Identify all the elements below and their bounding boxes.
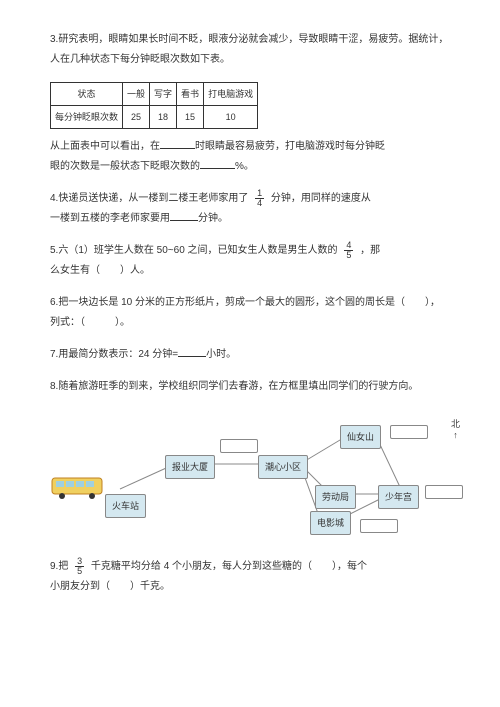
q7-b: 小时。 (206, 349, 236, 360)
node-xiannu: 仙女山 (340, 425, 381, 449)
question-8: 8.随着旅游旺季的到来，学校组织同学们去春游，在方框里填出同学们的行驶方向。 (50, 377, 450, 397)
th-read: 看书 (177, 83, 204, 106)
north-label: 北↑ (451, 419, 460, 441)
th-state: 状态 (51, 83, 123, 106)
tr-write: 18 (150, 106, 177, 129)
q3-f4: %。 (235, 161, 254, 172)
th-write: 写字 (150, 83, 177, 106)
node-baoye: 报业大厦 (165, 455, 215, 479)
q3-f2: 时眼睛最容易疲劳，打电脑游戏时每分钟眨 (195, 141, 385, 152)
blink-table: 状态 一般 写字 看书 打电脑游戏 每分钟眨眼次数 25 18 15 10 (50, 82, 258, 129)
blank-2[interactable] (200, 157, 235, 169)
q9-c: 小朋友分到（ ）千克。 (50, 581, 170, 592)
question-5: 5.六（1）班学生人数在 50~60 之间，已知女生人数是男生人数的 45 ，那… (50, 241, 450, 281)
blank-box-2[interactable] (390, 425, 428, 439)
blank-box-3[interactable] (360, 519, 398, 533)
q3-intro: 3.研究表明，眼睛如果长时间不眨，眼液分泌就会减少，导致眼睛干涩，易疲劳。据统计… (50, 34, 448, 65)
frac-3-5: 35 (75, 557, 84, 576)
tr-read: 15 (177, 106, 204, 129)
q4-c: 一楼到五楼的李老师家要用 (50, 213, 170, 224)
frac-1-4: 14 (255, 189, 264, 208)
question-3: 3.研究表明，眼睛如果长时间不眨，眼液分泌就会减少，导致眼睛干涩，易疲劳。据统计… (50, 30, 450, 70)
tr-label: 每分钟眨眼次数 (51, 106, 123, 129)
question-4: 4.快递员送快递，从一楼到二楼王老师家用了 14 分钟，用同样的速度从 一楼到五… (50, 189, 450, 229)
tr-game: 10 (204, 106, 258, 129)
tr-normal: 25 (123, 106, 150, 129)
q7-a: 7.用最简分数表示：24 分钟= (50, 349, 178, 360)
node-dianying: 电影城 (310, 511, 351, 535)
question-7: 7.用最简分数表示：24 分钟= 小时。 (50, 345, 450, 365)
question-9: 9.把 35 千克糖平均分给 4 个小朋友，每人分到这些糖的（ ），每个 小朋友… (50, 557, 450, 597)
bus-icon (50, 474, 110, 502)
q5-b: ，那 (360, 245, 380, 256)
blank-box-4[interactable] (425, 485, 463, 499)
q9-a: 9.把 (50, 561, 68, 572)
node-station: 火车站 (105, 494, 146, 518)
q4-a: 4.快递员送快递，从一楼到二楼王老师家用了 (50, 193, 248, 204)
blank-1[interactable] (160, 137, 195, 149)
th-normal: 一般 (123, 83, 150, 106)
q5-a: 5.六（1）班学生人数在 50~60 之间，已知女生人数是男生人数的 (50, 245, 338, 256)
q3-f1: 从上面表中可以看出，在 (50, 141, 160, 152)
question-6: 6.把一块边长是 10 分米的正方形纸片，剪成一个最大的圆形，这个圆的周长是（ … (50, 293, 450, 333)
q3-follow: 从上面表中可以看出，在 时眼睛最容易疲劳，打电脑游戏时每分钟眨 眼的次数是一般状态… (50, 137, 450, 177)
q5-c: 么女生有（ ）人。 (50, 265, 150, 276)
node-shaonian: 少年宫 (378, 485, 419, 509)
node-chaoxin: 潮心小区 (258, 455, 308, 479)
q9-b: 千克糖平均分给 4 个小朋友，每人分到这些糖的（ ），每个 (91, 561, 367, 572)
blank-4[interactable] (178, 345, 206, 357)
node-laodong: 劳动局 (315, 485, 356, 509)
q4-d: 分钟。 (198, 213, 228, 224)
q3-f3: 眼的次数是一般状态下眨眼次数的 (50, 161, 200, 172)
q4-b: 分钟，用同样的速度从 (271, 193, 371, 204)
route-diagram: 火车站 报业大厦 潮心小区 仙女山 劳动局 电影城 少年宫 北↑ (60, 409, 440, 549)
blank-box-1[interactable] (220, 439, 258, 453)
frac-4-5: 45 (344, 241, 353, 260)
blank-3[interactable] (170, 209, 198, 221)
th-game: 打电脑游戏 (204, 83, 258, 106)
